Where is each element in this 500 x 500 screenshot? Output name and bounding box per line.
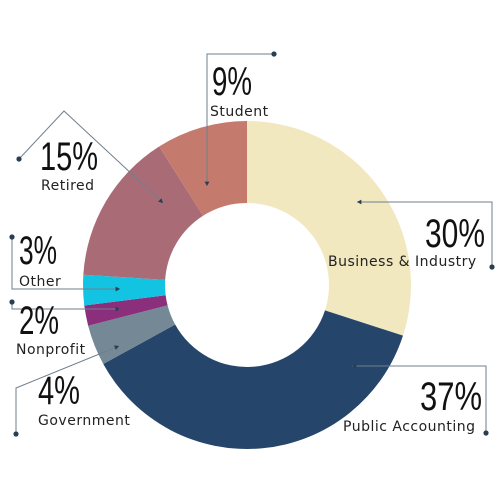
- leader-line-business: [357, 201, 493, 267]
- leader-line-government: [15, 345, 120, 434]
- leader-arrow-government: [114, 345, 119, 350]
- leader-dot-student: [271, 51, 277, 57]
- slice-public-accounting: [103, 310, 403, 450]
- slice-label-other: Other: [19, 274, 61, 290]
- slice-label-government: Government: [38, 413, 130, 429]
- slices-group: [83, 121, 411, 450]
- leader-arrow-retired: [158, 198, 163, 203]
- leader-arrow-business: [357, 199, 362, 205]
- slice-percent-public-accounting: 37%: [420, 375, 482, 419]
- slice-percent-other: 3%: [19, 229, 57, 273]
- slice-percent-student: 9%: [212, 60, 252, 104]
- slice-label-public-accounting: Public Accounting: [343, 419, 476, 435]
- leader-arrow-other: [115, 286, 120, 292]
- leader-dot-business: [489, 264, 495, 270]
- slice-label-nonprofit: Nonprofit: [16, 342, 86, 358]
- slice-label-retired: Retired: [41, 178, 95, 194]
- slice-percent-business: 30%: [425, 212, 485, 256]
- leader-arrow-student: [204, 181, 210, 186]
- slice-percent-retired: 15%: [40, 135, 98, 179]
- leader-arrow-nonprofit: [115, 306, 120, 312]
- slice-percent-government: 4%: [38, 369, 80, 413]
- leader-dot-public-accounting: [483, 430, 489, 436]
- leader-dot-government: [13, 431, 19, 437]
- slice-label-student: Student: [210, 104, 269, 120]
- slice-other: [83, 274, 166, 306]
- leader-dot-nonprofit: [9, 299, 15, 305]
- slice-nonprofit: [84, 295, 168, 326]
- slice-student: [159, 121, 247, 216]
- slice-percent-nonprofit: 2%: [19, 299, 59, 343]
- leader-line-student: [206, 53, 274, 186]
- slice-retired: [83, 146, 204, 280]
- leader-arrow-public-accounting: [352, 363, 357, 369]
- leader-line-other: [11, 237, 120, 290]
- leader-dot-other: [9, 234, 15, 240]
- slice-business-industry: [247, 121, 411, 336]
- leader-dot-retired: [16, 156, 22, 162]
- slice-label-business: Business & Industry: [328, 254, 477, 270]
- leader-line-retired: [18, 110, 164, 204]
- leader-line-public-accounting: [352, 365, 487, 433]
- leader-lines: [9, 51, 495, 437]
